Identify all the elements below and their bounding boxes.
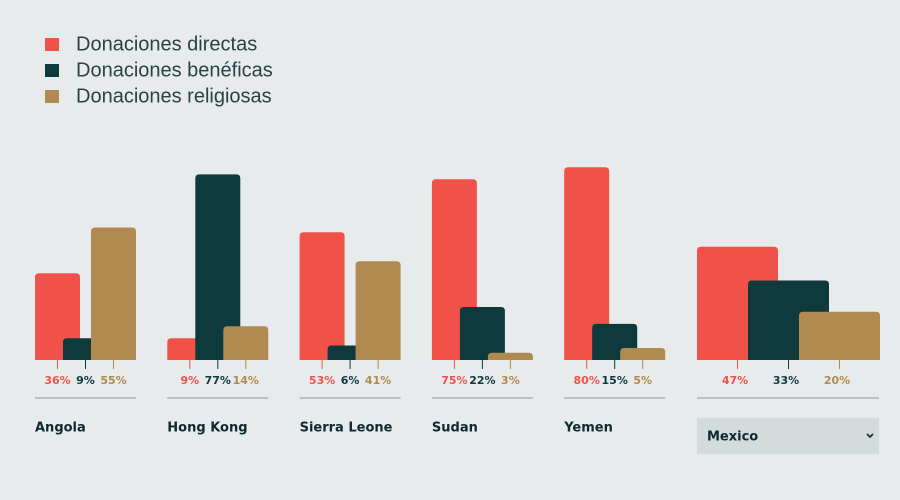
bar — [195, 174, 241, 360]
value-label: 9% — [76, 374, 95, 387]
category-label: Angola — [35, 421, 86, 436]
value-label: 5% — [633, 374, 652, 387]
legend-swatch — [45, 90, 59, 103]
value-label: 33% — [773, 374, 799, 387]
value-label: 41% — [365, 374, 391, 387]
category-label: Sudan — [432, 421, 478, 436]
legend-label: Donaciones directas — [76, 33, 257, 55]
dropdown[interactable] — [697, 418, 879, 454]
dropdown-value: Mexico — [707, 430, 758, 445]
value-label: 80% — [574, 374, 600, 387]
bar — [620, 347, 666, 360]
value-label: 9% — [180, 374, 199, 387]
value-label: 77% — [205, 374, 231, 387]
value-label: 55% — [100, 374, 126, 387]
category-label: Hong Kong — [167, 421, 247, 436]
value-label: 6% — [341, 374, 360, 387]
value-label: 36% — [44, 374, 70, 387]
bar — [91, 227, 136, 360]
value-label: 75% — [441, 374, 467, 387]
value-label: 15% — [602, 374, 628, 387]
value-label: 20% — [824, 374, 850, 387]
bar — [299, 232, 345, 360]
bar — [355, 261, 401, 360]
bar — [799, 311, 880, 360]
bar — [564, 167, 610, 360]
value-label: 3% — [501, 374, 520, 387]
legend-label: Donaciones benéficas — [76, 59, 273, 81]
value-label: 22% — [469, 374, 495, 387]
value-label: 14% — [233, 374, 259, 387]
value-label: 53% — [309, 374, 335, 387]
dropdown-chevron — [866, 433, 874, 439]
value-label: 47% — [722, 374, 748, 387]
bar — [223, 326, 269, 360]
legend-swatch — [45, 64, 59, 77]
legend-swatch — [45, 38, 59, 51]
legend-label: Donaciones religiosas — [76, 85, 272, 107]
category-label: Yemen — [563, 421, 613, 436]
bar — [487, 352, 533, 360]
category-label: Sierra Leone — [300, 421, 393, 436]
bar — [459, 306, 505, 360]
